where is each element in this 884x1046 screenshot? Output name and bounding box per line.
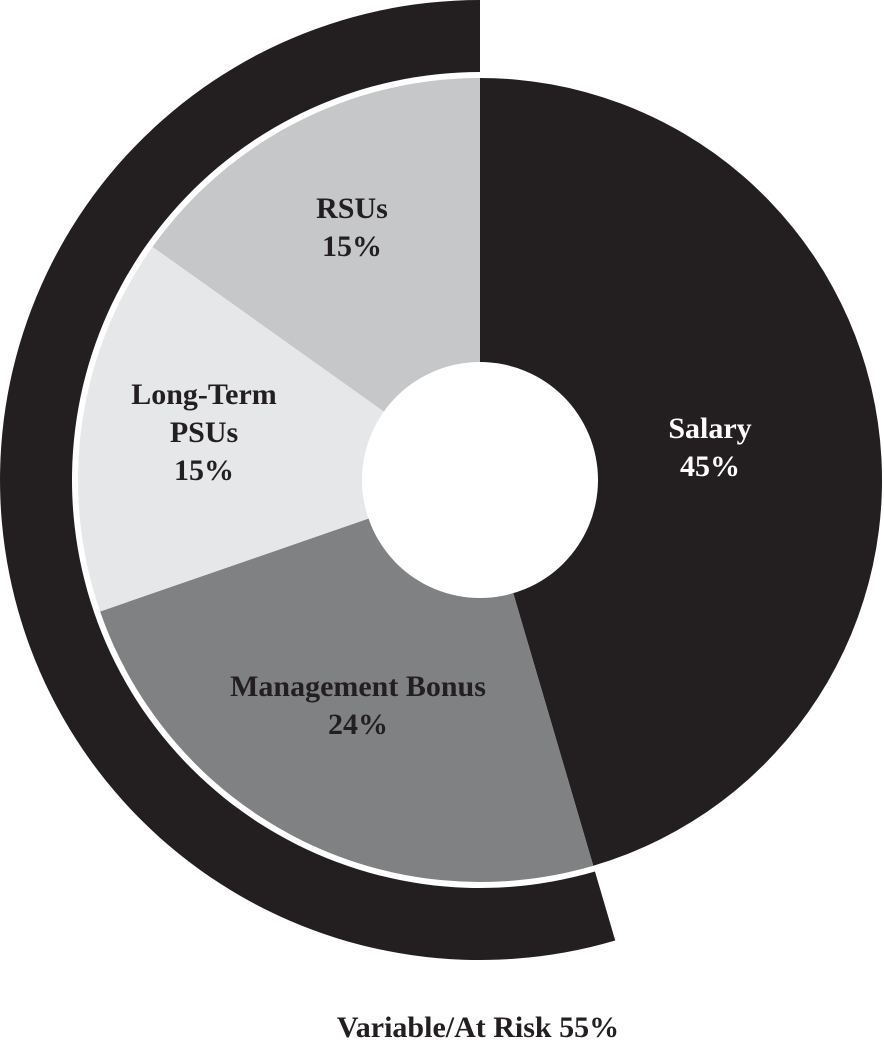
slice-label-line: 15%: [174, 454, 234, 487]
slice-label-rsus: RSUs 15%: [316, 192, 388, 263]
slice-label-management-bonus: Management Bonus 24%: [230, 670, 486, 741]
slice-label-line: 15%: [322, 230, 382, 263]
slice-label-line: Salary: [668, 412, 751, 445]
donut-hole: [362, 362, 598, 598]
variable-at-risk-label: Variable/At Risk 55%: [337, 1011, 619, 1044]
slice-label-line: 24%: [328, 708, 388, 741]
slice-label-salary: Salary 45%: [668, 412, 751, 483]
slice-label-line: RSUs: [316, 192, 388, 225]
pie-slice-long-term: [78, 246, 481, 612]
slice-label-line: Management Bonus: [230, 670, 486, 703]
pie-slice-salary: [480, 78, 883, 866]
ring-separator: [72, 73, 595, 887]
slice-label-long-term: Long-Term PSUs 15%: [131, 378, 277, 487]
slice-label-line: Long-Term: [131, 378, 277, 411]
slice-label-line: 45%: [680, 450, 740, 483]
pie-slice-rsus: [152, 78, 481, 480]
slice-label-line: PSUs: [170, 416, 238, 449]
